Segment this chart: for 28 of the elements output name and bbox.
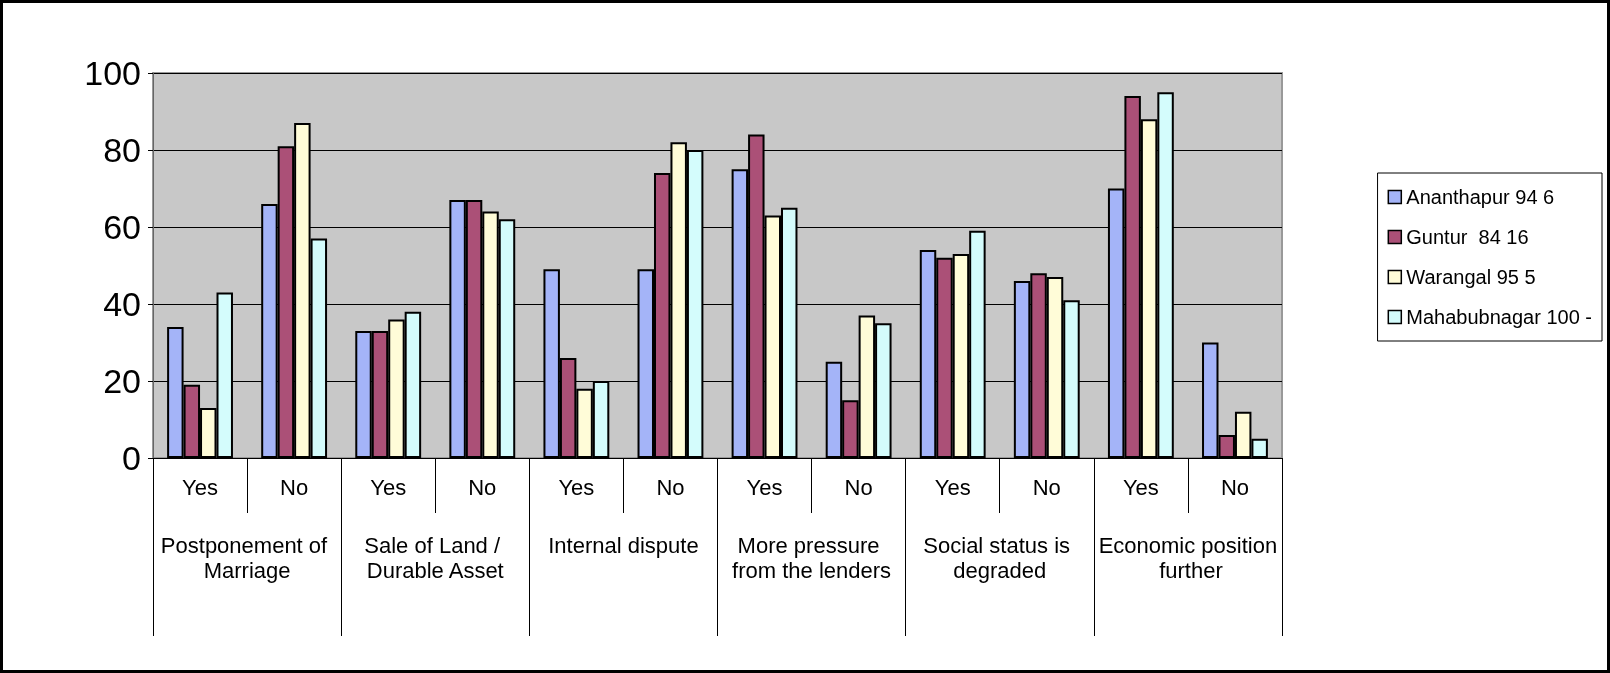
y-tick-label: 20 <box>103 362 141 400</box>
text: Internal dispute <box>548 533 699 558</box>
y-tick-label: 80 <box>103 131 141 169</box>
legend-label: Ananthapur 94 6 <box>1406 186 1555 208</box>
text: Sale of Land / Durable Asset <box>364 533 507 583</box>
x-tick-label: Yes <box>934 474 971 500</box>
legend-label: Mahabubnagar 100 - <box>1406 306 1593 328</box>
x-tick-label: No <box>1220 474 1250 500</box>
x-tick-label: Yes <box>558 474 595 500</box>
x-tick-label: No <box>468 474 497 500</box>
x-tick-label: Yes <box>182 474 218 500</box>
y-tick-label: 100 <box>84 54 141 92</box>
x-tick-label: Yes <box>1122 474 1159 500</box>
x-tick-label: No <box>844 474 873 500</box>
x-tick-label: Yes <box>370 474 407 500</box>
text: More pressure from the lenders <box>732 533 892 583</box>
x-tick-label: No <box>280 474 309 500</box>
x-tick-label: No <box>656 474 685 500</box>
y-tick-label: 40 <box>103 285 141 323</box>
x-tick-label: No <box>1032 474 1061 500</box>
text: Postponement of Marriage <box>160 533 334 583</box>
legend-label: Warangal 95 5 <box>1406 266 1536 288</box>
legend-label: Guntur 84 16 <box>1406 226 1529 248</box>
x-tick-label: Yes <box>746 474 783 500</box>
y-tick-label: 0 <box>122 439 141 477</box>
text: Social status is degraded <box>923 533 1077 583</box>
text: Economic position further <box>1098 533 1278 583</box>
y-tick-label: 60 <box>103 208 141 246</box>
